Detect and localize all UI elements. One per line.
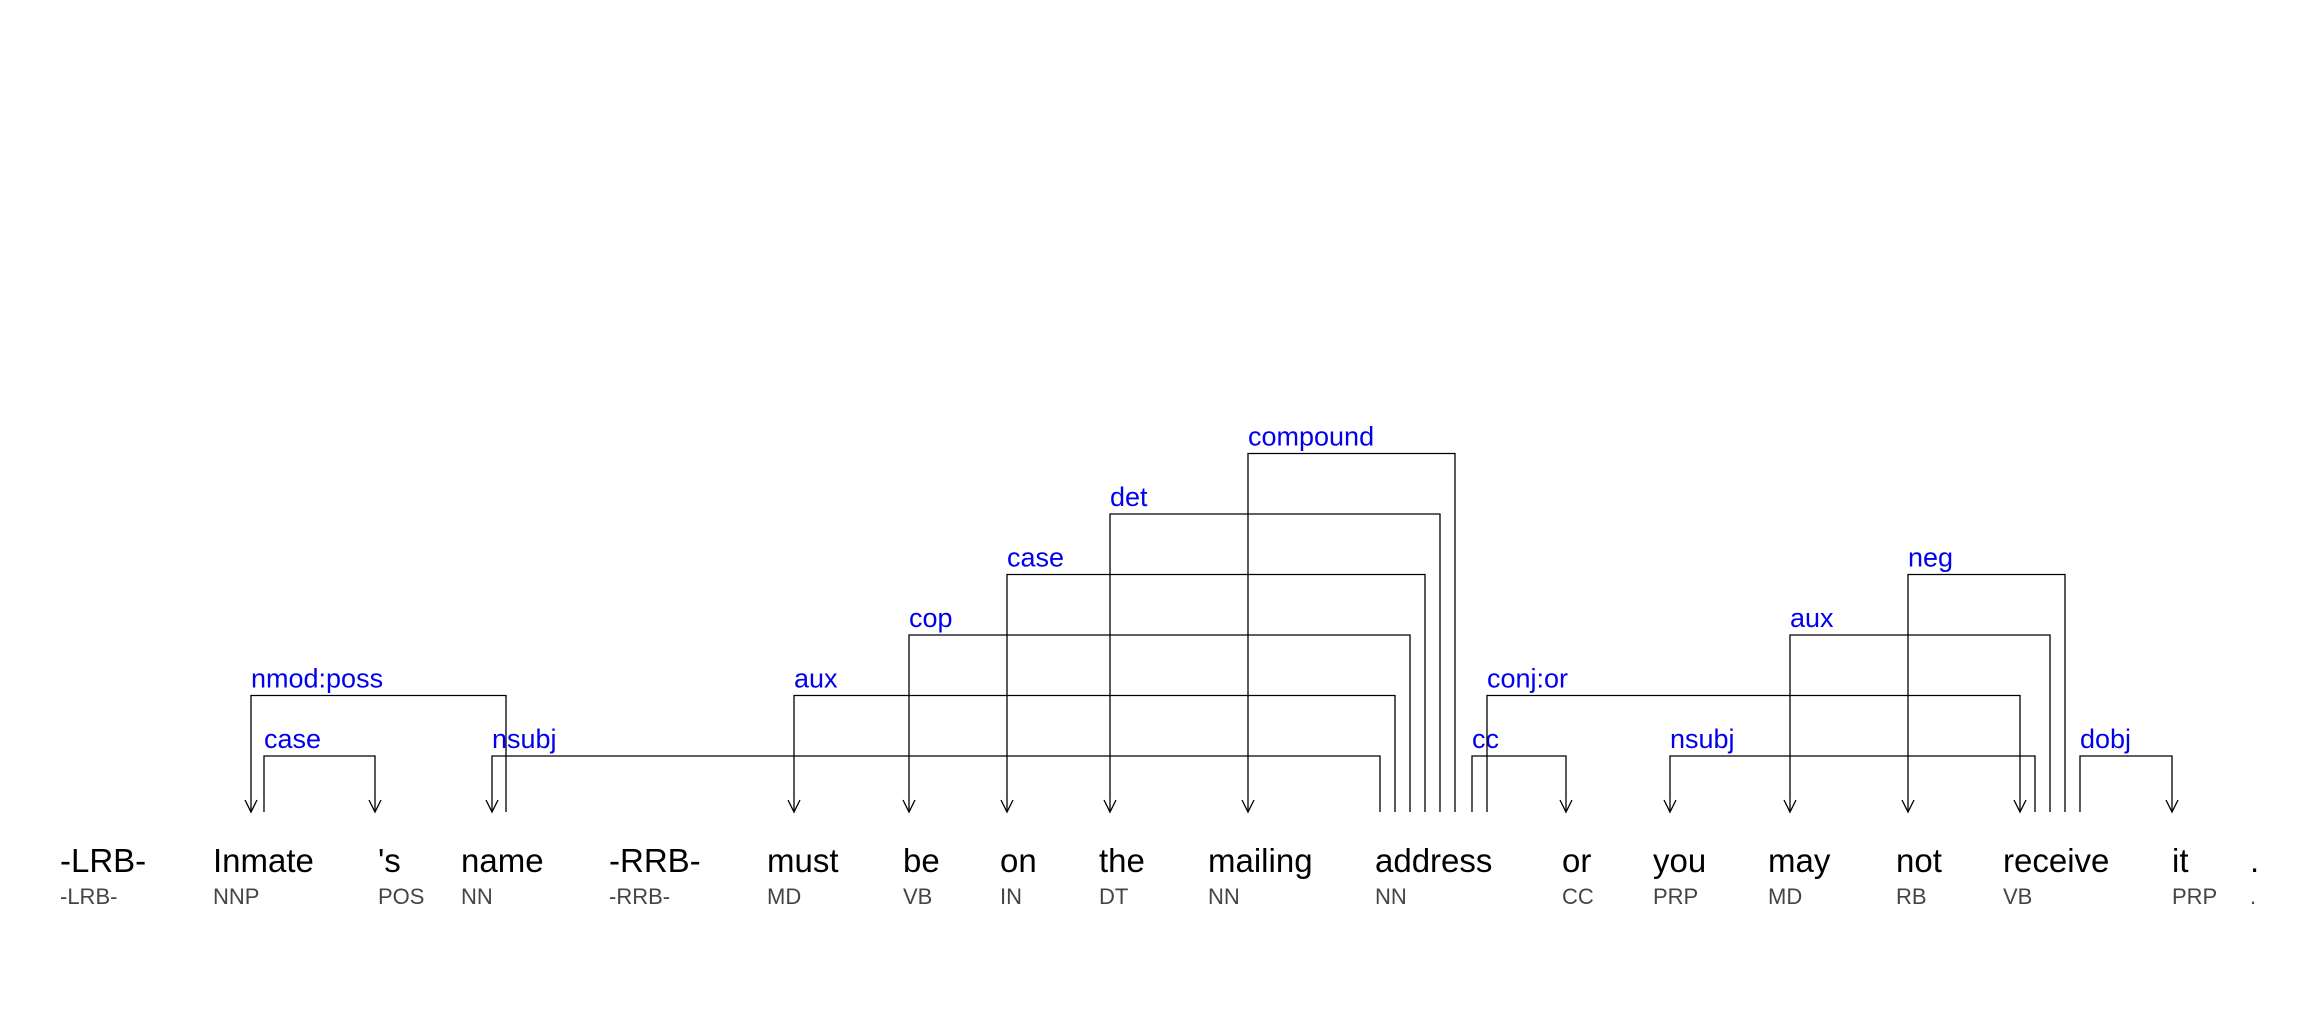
arc-label: cc — [1472, 724, 1499, 754]
token-word: the — [1099, 842, 1145, 879]
token-word: 's — [378, 842, 401, 879]
dependency-arc: case — [263, 724, 382, 814]
token-word: on — [1000, 842, 1037, 879]
arc-label: aux — [794, 664, 838, 694]
arrowhead-icon — [2013, 799, 2027, 814]
arrowhead-icon — [1901, 799, 1915, 814]
token-pos-tag: VB — [903, 884, 932, 909]
token-pos-tag: PRP — [2172, 884, 2217, 909]
arc-label: dobj — [2080, 724, 2131, 754]
token-word: address — [1375, 842, 1492, 879]
arc-label: compound — [1248, 422, 1374, 452]
arc-label: case — [264, 724, 321, 754]
arc-line — [1669, 755, 2036, 812]
arc-line — [1109, 513, 1441, 812]
token-word: -RRB- — [609, 842, 701, 879]
arc-line — [1486, 694, 2021, 812]
arc-label: nmod:poss — [251, 664, 383, 694]
arc-label: nsubj — [492, 724, 557, 754]
token-pos-tag: VB — [2003, 884, 2032, 909]
dependency-arc: neg — [1901, 543, 2066, 814]
arrowhead-icon — [1783, 799, 1797, 814]
token-pos-tag: NN — [1375, 884, 1407, 909]
token-word: receive — [2003, 842, 2109, 879]
token-word: name — [461, 842, 544, 879]
tokens-layer: -LRB- -LRB- Inmate NNP 's POS name NN -RRB- -RRB-… — [60, 842, 2259, 909]
arrowhead-icon — [2165, 799, 2179, 814]
dependency-arc: compound — [1241, 422, 1456, 814]
token-word: it — [2172, 842, 2189, 879]
token-pos-tag: POS — [378, 884, 424, 909]
arrowhead-icon — [1103, 799, 1117, 814]
arc-label: conj:or — [1487, 664, 1568, 694]
token-pos-tag: -RRB- — [609, 884, 670, 909]
token-pos-tag: NNP — [213, 884, 259, 909]
token-pos-tag: -LRB- — [60, 884, 117, 909]
arc-line — [491, 755, 1381, 812]
arcs-layer: case nmod:poss nsubj aux cop case det compound c… — [244, 422, 2179, 814]
arrowhead-icon — [1000, 799, 1014, 814]
arrowhead-icon — [1559, 799, 1573, 814]
dependency-arc: nsubj — [1663, 724, 2036, 814]
token-word: -LRB- — [60, 842, 146, 879]
arc-line — [1006, 573, 1426, 812]
arc-label: neg — [1908, 543, 1953, 573]
token-pos-tag: CC — [1562, 884, 1594, 909]
arrowhead-icon — [244, 799, 258, 814]
token-word: must — [767, 842, 839, 879]
dependency-arc: aux — [787, 664, 1396, 814]
arc-label: det — [1110, 482, 1148, 512]
token-pos-tag: IN — [1000, 884, 1022, 909]
arc-line — [1247, 452, 1456, 812]
token-pos-tag: RB — [1896, 884, 1927, 909]
arc-line — [793, 694, 1396, 812]
token-word: . — [2250, 842, 2259, 879]
dependency-arc: dobj — [2079, 724, 2179, 814]
arc-line — [2079, 755, 2173, 812]
token-word: Inmate — [213, 842, 314, 879]
token-word: or — [1562, 842, 1591, 879]
arrowhead-icon — [902, 799, 916, 814]
arc-line — [250, 694, 507, 812]
arrowhead-icon — [1241, 799, 1255, 814]
dependency-arc: aux — [1783, 603, 2051, 814]
arrowhead-icon — [1663, 799, 1677, 814]
token-pos-tag: DT — [1099, 884, 1128, 909]
dependency-arc: cc — [1471, 724, 1573, 814]
arc-label: nsubj — [1670, 724, 1735, 754]
dependency-arc: nsubj — [485, 724, 1381, 814]
token-word: you — [1653, 842, 1706, 879]
token-word: be — [903, 842, 940, 879]
token-word: not — [1896, 842, 1942, 879]
token-pos-tag: NN — [1208, 884, 1240, 909]
arc-line — [263, 755, 376, 812]
arc-label: case — [1007, 543, 1064, 573]
dependency-arc: case — [1000, 543, 1426, 814]
arrowhead-icon — [485, 799, 499, 814]
dependency-arc: det — [1103, 482, 1441, 814]
token-pos-tag: MD — [767, 884, 801, 909]
dependency-arc: nmod:poss — [244, 664, 507, 814]
token-word: mailing — [1208, 842, 1313, 879]
arc-line — [1907, 573, 2066, 812]
token-pos-tag: . — [2250, 884, 2256, 909]
token-pos-tag: NN — [461, 884, 493, 909]
arc-label: aux — [1790, 603, 1834, 633]
arc-line — [1789, 634, 2051, 812]
arrowhead-icon — [368, 799, 382, 814]
token-pos-tag: PRP — [1653, 884, 1698, 909]
arrowhead-icon — [787, 799, 801, 814]
token-word: may — [1768, 842, 1831, 879]
arc-label: cop — [909, 603, 953, 633]
dependency-arc: conj:or — [1486, 664, 2027, 814]
dependency-arc: cop — [902, 603, 1411, 814]
arc-line — [908, 634, 1411, 812]
token-pos-tag: MD — [1768, 884, 1802, 909]
arc-line — [1471, 755, 1567, 812]
